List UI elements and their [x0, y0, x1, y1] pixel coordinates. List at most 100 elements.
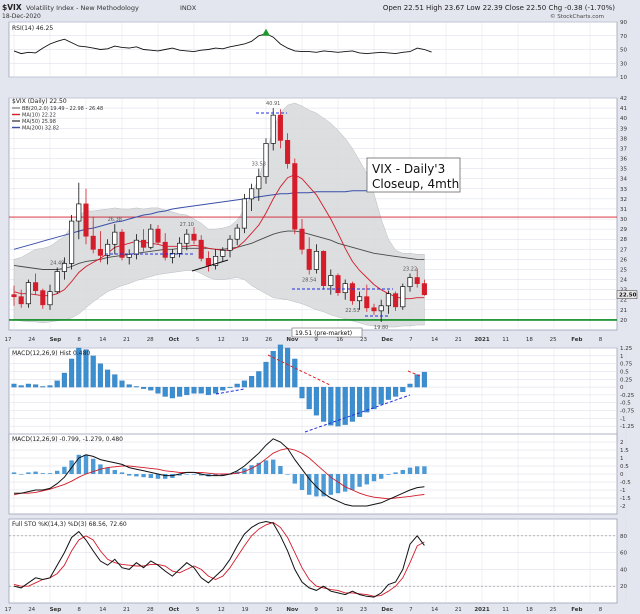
time-axis-label: 16 [336, 337, 343, 343]
macd-hist-bar [422, 466, 427, 474]
hist-bar [371, 386, 377, 410]
macd-hist-bar [26, 472, 31, 474]
candle-body [112, 231, 118, 245]
hist-bar [141, 386, 147, 389]
stochastic-k-line [13, 520, 425, 598]
candle-body [342, 283, 348, 294]
hist-bar [241, 380, 247, 388]
swing-label: 24.49 [50, 260, 64, 266]
time-axis-label: 8 [599, 337, 603, 343]
hist-bar [385, 386, 391, 400]
price-tick-label: 20 [620, 318, 627, 324]
hist-bar [169, 386, 175, 399]
time-axis-label: Nov [286, 337, 298, 343]
hist-bar [148, 386, 154, 391]
candle-body [162, 241, 168, 258]
macd-hist-bar [11, 472, 17, 474]
price-title: $VIX (Daily) 22.50 [12, 98, 67, 105]
time-axis-label: 5 [196, 337, 200, 343]
macd-hist-bar [314, 474, 319, 497]
hist-tick-label: -1.25 [620, 424, 635, 430]
hist-bar [421, 371, 427, 388]
hist-bar [321, 386, 327, 422]
time-axis-label: 17 [5, 337, 12, 343]
candle-body [285, 140, 291, 164]
ohlc-label: Open 22.51 High 23.67 Low 22.39 Close 22… [383, 4, 615, 12]
hist-bar [97, 363, 103, 388]
time-axis-label: 25 [550, 337, 557, 343]
hist-bar [306, 386, 312, 410]
macd-hist-bar [40, 473, 45, 474]
time-axis-label: 17 [5, 607, 12, 613]
candle-body [306, 248, 312, 270]
hist-tick-label: 0.25 [620, 377, 633, 383]
hist-up-trend [304, 394, 411, 433]
time-axis: 17 24 Sep 8 14 21 28 Oct 5 12 19 26 Nov 9 16 23 Dec 7 14 21… [5, 337, 603, 343]
time-axis-label: 9 [314, 337, 318, 343]
time-axis-label: 21 [123, 337, 130, 343]
candle-body [25, 282, 31, 305]
time-axis-label: 8 [599, 607, 603, 613]
time-axis-label: 19 [242, 337, 249, 343]
hist-tick-label: -0.5 [620, 401, 631, 407]
candle-body [335, 275, 341, 294]
swing-label: 27.10 [180, 222, 194, 228]
time-axis-label: Dec [381, 337, 393, 343]
candle-body [90, 235, 96, 250]
candle-body [299, 228, 305, 250]
hist-bar [357, 386, 363, 417]
macd-line [14, 438, 425, 507]
hist-tick-label: 1 [620, 354, 624, 360]
premarket-box [291, 327, 363, 338]
macd-hist-bar [285, 474, 290, 475]
hist-bar [126, 384, 132, 388]
rsi-tick-label: 90 [620, 20, 627, 26]
rsi-title: RSI(14) 46.25 [12, 25, 53, 32]
macd-hist-bar [393, 472, 398, 474]
ma200-line [13, 190, 425, 250]
hist-tick-label: 0.75 [620, 362, 633, 368]
macd-hist-bar [328, 474, 333, 495]
hist-bar [292, 358, 298, 388]
candle-body [141, 239, 147, 248]
candle-body [11, 294, 17, 298]
copyright-label: © StockCharts.com [550, 13, 604, 20]
candle-body [313, 250, 319, 270]
macd-hist-frame [8, 347, 618, 444]
candle-body [18, 296, 24, 305]
candle-body [40, 290, 46, 306]
hist-bar [277, 344, 283, 388]
macd-hist-bar [76, 454, 81, 474]
time-axis-label: 9 [314, 607, 318, 613]
rsi-tick-label: 10 [620, 75, 627, 81]
macd-hist-bar [163, 474, 168, 479]
rsi-panel: 10 30 50 70 90 RSI(14) 46.25 [8, 20, 627, 81]
time-axis-label: 14 [99, 337, 106, 343]
macd-tick-label: -0.5 [620, 480, 631, 486]
hist-bar [25, 383, 31, 388]
time-axis-label: Nov [286, 607, 298, 613]
hist-bar [69, 358, 75, 388]
price-tick-label: 35 [620, 167, 627, 173]
macd-hist-bar [379, 474, 384, 479]
exchange-label: INDX [180, 4, 197, 12]
price-tick-label: 32 [620, 197, 627, 203]
macd-hist-bar [278, 466, 283, 474]
macd-hist-bar [343, 474, 348, 492]
sto-tick-label: 20 [620, 584, 627, 590]
sto-tick-label: 40 [620, 567, 627, 573]
hist-bar [313, 386, 319, 416]
macd-hist-bar [415, 466, 420, 474]
time-axis-label: Feb [571, 337, 582, 343]
candle-body [126, 253, 132, 258]
candle-body [33, 282, 39, 292]
oct-trendline [191, 259, 229, 272]
hist-bar [234, 383, 240, 388]
candle-body [191, 233, 197, 241]
macd-hist-bar [407, 467, 413, 474]
hist-bar [105, 369, 111, 388]
hist-bar [33, 384, 39, 388]
time-axis-label: 8 [77, 337, 81, 343]
time-axis-label: 26 [265, 337, 272, 343]
